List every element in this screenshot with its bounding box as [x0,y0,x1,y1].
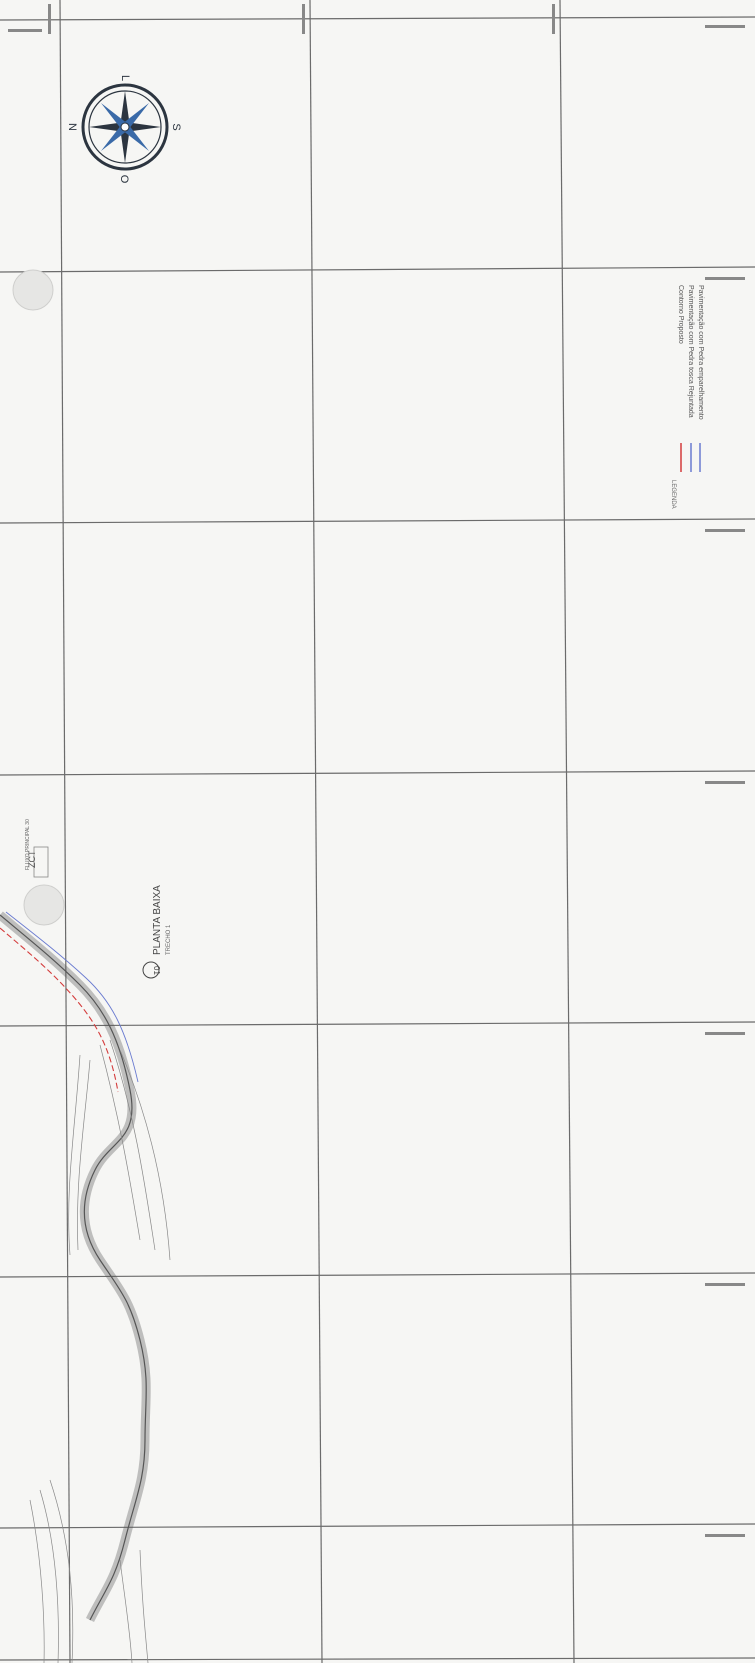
title-block-number: 01 [152,966,161,975]
title-block-title: PLANTA BAIXA [152,885,163,955]
ct-marker: ZCT FLUXO PRINCIPAL 30 [25,819,49,878]
compass-letter-o: O [118,175,130,184]
ct-sublabel: FLUXO PRINCIPAL 30 [25,819,31,870]
compass-letter-s: S [170,123,182,130]
legend-title: LEGENDA [670,480,676,509]
legend-item-2: Pavimentação com Pedra tosca Rejuntada [687,285,694,418]
coordinate-ticks [8,4,745,1537]
compass-rose-icon: L N S O [66,75,182,184]
road-alignment [0,911,151,1623]
ct-label: ZCT [27,850,37,868]
punch-hole-bottom [23,884,65,926]
contour-lines [29,1039,171,1664]
compass-letter-n: N [66,123,78,131]
title-block-scale: TRECHO 1 [166,924,172,955]
compass-letter-l: L [119,75,131,81]
legend-item-1: Contorno Proposto [677,285,684,344]
title-block: 01 PLANTA BAIXA TRECHO 1 [142,885,172,979]
legend: LEGENDA Contorno Proposto Pavimentação c… [670,285,704,509]
punch-hole-top [12,269,54,311]
legend-item-3: Pavimentação com Pedra emparelhamento [697,285,704,420]
